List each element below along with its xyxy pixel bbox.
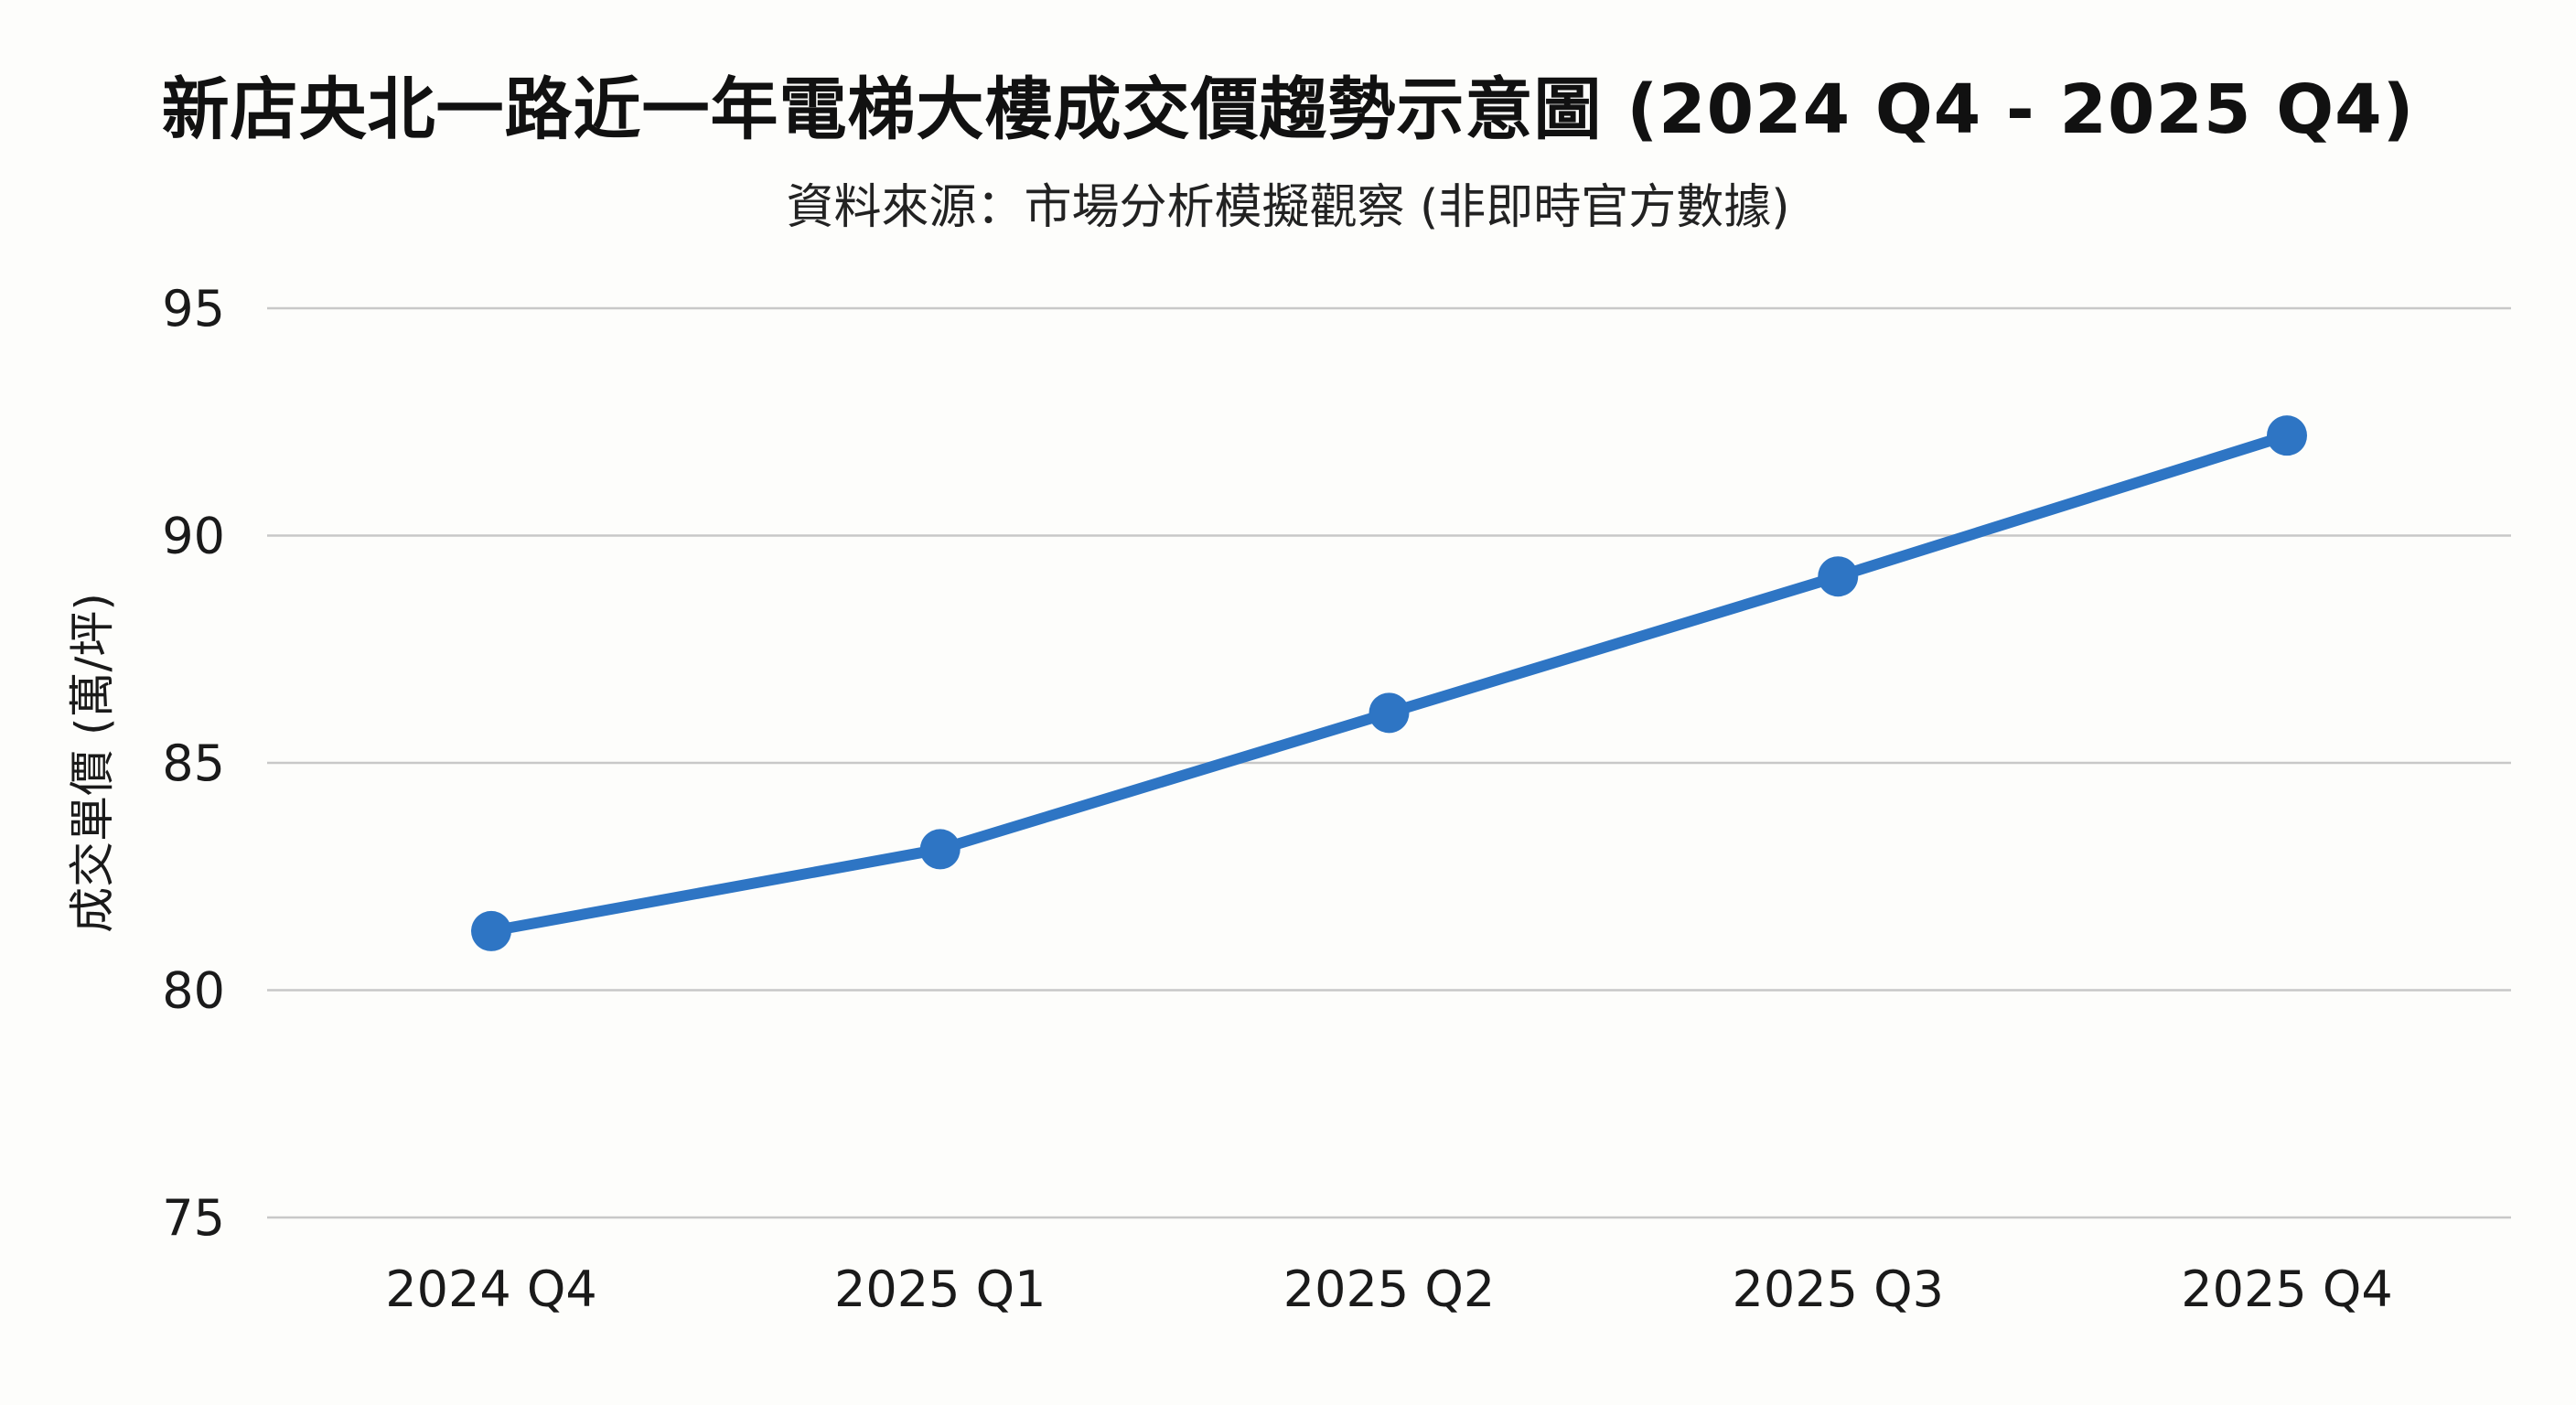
y-tick-label: 90 — [162, 508, 225, 565]
data-point — [1818, 556, 1859, 597]
chart-subtitle: 資料來源：市場分析模擬觀察 (非即時官方數據) — [786, 180, 1790, 235]
x-tick-label: 2025 Q4 — [2181, 1260, 2392, 1318]
chart-title: 新店央北一路近一年電梯大樓成交價趨勢示意圖 (2024 Q4 - 2025 Q4… — [161, 70, 2415, 149]
data-point — [1368, 692, 1410, 734]
data-point — [471, 910, 511, 951]
x-tick-label: 2025 Q3 — [1733, 1260, 1944, 1318]
y-tick-label: 95 — [162, 280, 225, 338]
series-line — [486, 430, 2292, 937]
y-tick-label: 75 — [162, 1189, 225, 1247]
y-tick-label: 85 — [162, 735, 225, 792]
x-tick-label: 2025 Q2 — [1283, 1260, 1495, 1318]
data-point — [919, 829, 961, 870]
x-tick-label: 2025 Q1 — [834, 1260, 1046, 1318]
y-tick-label: 80 — [162, 962, 225, 1020]
y-axis-title: 成交單價 (萬/坪) — [66, 593, 119, 933]
x-axis-ticks: 2024 Q4 2025 Q1 2025 Q2 2025 Q3 2025 Q4 — [385, 1260, 2392, 1318]
x-tick-label: 2024 Q4 — [385, 1260, 596, 1318]
series-layer — [471, 415, 2307, 951]
y-axis-ticks: 75 80 85 90 95 — [162, 280, 225, 1247]
gridlines — [267, 306, 2511, 1219]
data-point — [2267, 415, 2307, 456]
